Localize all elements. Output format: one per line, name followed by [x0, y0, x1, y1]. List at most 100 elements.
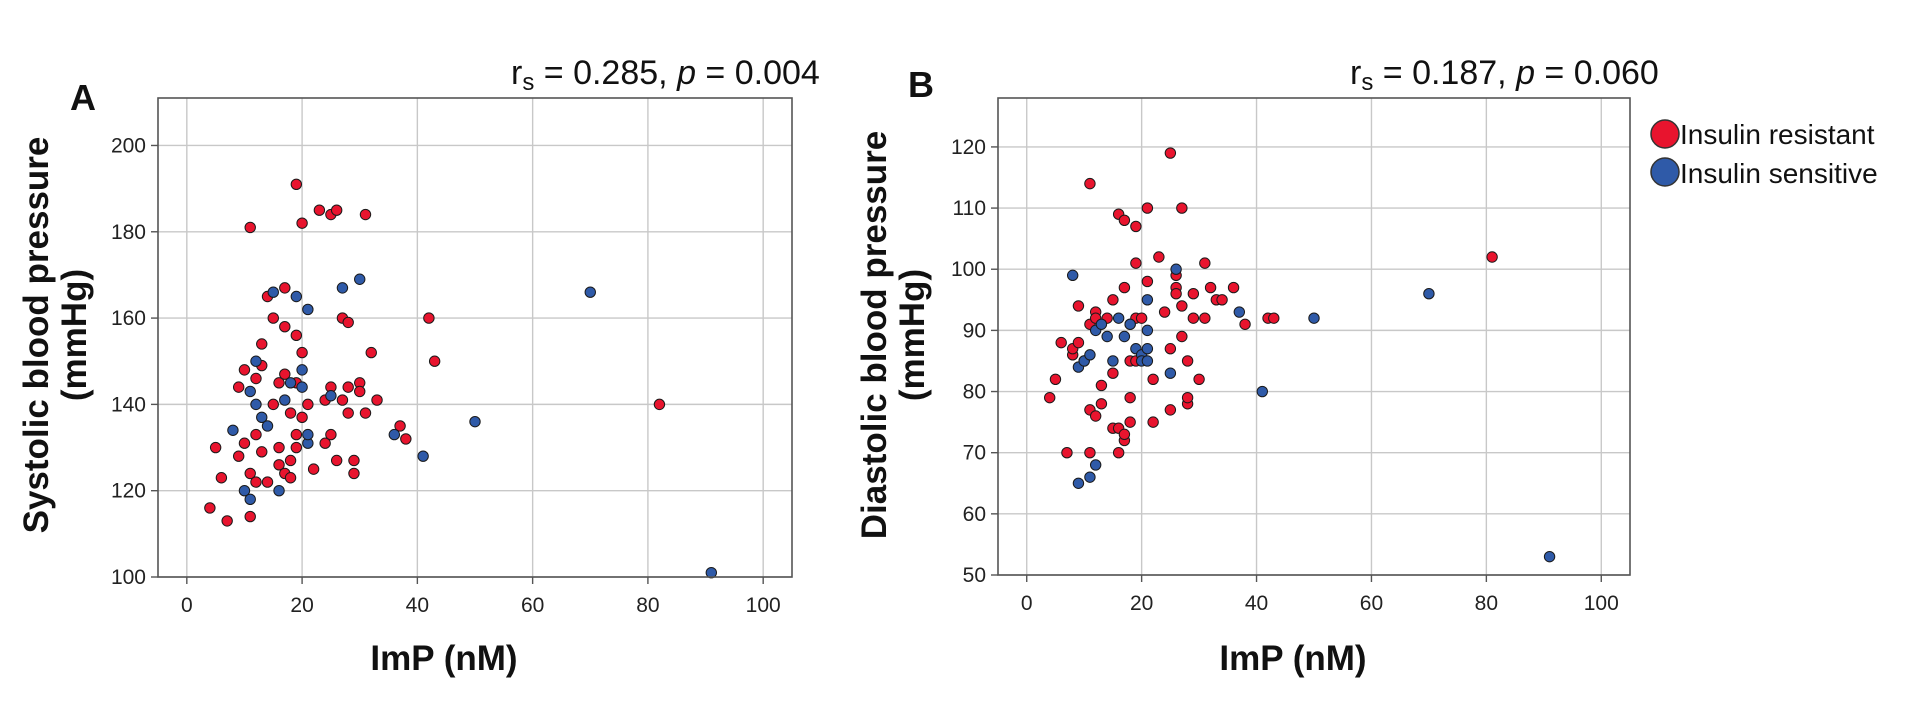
panel-a: 0 20 40 60 80 100 100 120 140 160 180 200 A rs = 0… — [17, 54, 820, 678]
x-tick-label: 80 — [636, 594, 659, 617]
y-axis-label-b-line2: (mmHg) — [893, 269, 932, 401]
grid-b — [998, 98, 1630, 576]
data-point-insulin-sensitive — [284, 377, 297, 389]
data-point-insulin-sensitive — [1543, 550, 1556, 563]
data-point-insulin-resistant — [279, 282, 291, 294]
legend: Insulin resistant Insulin sensitive — [1650, 119, 1878, 189]
data-point-insulin-resistant — [244, 510, 256, 523]
y-tick-label: 110 — [953, 197, 986, 220]
data-point-insulin-resistant — [330, 204, 343, 216]
data-point-insulin-sensitive — [296, 381, 308, 393]
panel-b: 0 20 40 60 80 100 50 60 70 80 90 100 110 120 B rs = … — [855, 54, 1659, 678]
data-point-insulin-resistant — [284, 407, 297, 419]
data-point-insulin-resistant — [365, 346, 377, 359]
data-point-insulin-sensitive — [296, 364, 308, 376]
data-point-insulin-sensitive — [250, 355, 262, 367]
x-axis-label-b: ImP (nM) — [1219, 639, 1366, 678]
data-point-insulin-sensitive — [1118, 330, 1131, 343]
data-point-insulin-resistant — [1095, 379, 1108, 392]
data-point-insulin-resistant — [1107, 367, 1119, 379]
data-point-insulin-resistant — [1239, 318, 1251, 330]
data-point-insulin-resistant — [423, 312, 435, 324]
data-point-insulin-resistant — [1181, 355, 1194, 367]
data-point-insulin-resistant — [1181, 391, 1194, 404]
y-tick-label: 200 — [111, 134, 146, 157]
data-point-insulin-resistant — [371, 394, 383, 406]
data-point-insulin-sensitive — [1233, 306, 1246, 318]
x-ticks-b: 0 20 40 60 80 100 — [1021, 575, 1619, 615]
data-point-insulin-resistant — [359, 208, 372, 221]
data-point-insulin-resistant — [319, 437, 331, 449]
data-point-insulin-resistant — [209, 441, 222, 454]
data-point-insulin-resistant — [250, 372, 262, 385]
data-point-insulin-resistant — [1118, 214, 1131, 227]
data-point-insulin-resistant — [1187, 312, 1200, 324]
plot-frame-b — [997, 97, 1631, 576]
y-axis-label-a-line2: (mmHg) — [55, 269, 94, 401]
y-axis-label-b-line1: Diastolic blood pressure — [855, 131, 894, 539]
data-point-insulin-resistant — [1112, 446, 1125, 459]
data-point-insulin-resistant — [302, 398, 314, 411]
data-point-insulin-sensitive — [250, 398, 262, 411]
points-b — [1044, 147, 1556, 563]
data-point-insulin-sensitive — [261, 420, 274, 432]
stat-r-value-a: = 0.285, — [534, 54, 677, 92]
stat-p-label-a: p — [676, 54, 696, 92]
y-tick-label: 180 — [111, 221, 146, 244]
data-point-insulin-resistant — [1176, 300, 1188, 312]
data-point-insulin-sensitive — [1141, 324, 1154, 337]
data-point-insulin-resistant — [1193, 373, 1205, 386]
data-point-insulin-resistant — [1199, 257, 1211, 269]
data-point-insulin-resistant — [1199, 312, 1211, 324]
data-point-insulin-sensitive — [1308, 312, 1320, 324]
data-point-insulin-resistant — [296, 411, 308, 424]
data-point-insulin-resistant — [1118, 428, 1131, 441]
data-point-insulin-resistant — [1124, 416, 1136, 428]
data-point-insulin-resistant — [1124, 391, 1136, 404]
data-point-insulin-resistant — [354, 385, 366, 398]
y-tick-label: 140 — [111, 393, 146, 416]
x-tick-label: 60 — [1360, 592, 1383, 615]
data-point-insulin-sensitive — [273, 484, 285, 497]
data-point-insulin-resistant — [1072, 300, 1085, 312]
data-point-insulin-resistant — [296, 217, 308, 229]
data-point-insulin-sensitive — [279, 394, 291, 406]
stat-r-subscript-b: s — [1361, 69, 1373, 96]
y-tick-label: 70 — [963, 442, 986, 465]
data-point-insulin-sensitive — [705, 566, 718, 579]
data-point-insulin-sensitive — [290, 290, 303, 303]
y-tick-label: 120 — [111, 480, 146, 503]
data-point-insulin-resistant — [1147, 373, 1159, 386]
data-point-insulin-resistant — [1153, 251, 1165, 263]
data-point-insulin-resistant — [244, 221, 256, 234]
data-point-insulin-sensitive — [1072, 477, 1085, 489]
data-point-insulin-resistant — [307, 463, 320, 475]
legend-label-insulin-resistant: Insulin resistant — [1680, 119, 1875, 150]
stat-annotation-a: rs = 0.285, p = 0.004 — [511, 54, 820, 96]
data-point-insulin-resistant — [313, 204, 326, 216]
x-tick-label: 100 — [1584, 592, 1619, 615]
data-point-insulin-resistant — [1204, 281, 1217, 294]
data-point-insulin-sensitive — [584, 286, 596, 298]
stat-annotation-b: rs = 0.187, p = 0.060 — [1350, 54, 1659, 96]
x-tick-label: 0 — [181, 594, 193, 617]
data-point-insulin-resistant — [273, 459, 285, 471]
data-point-insulin-resistant — [1044, 391, 1056, 404]
data-point-insulin-resistant — [250, 476, 262, 488]
data-point-insulin-resistant — [653, 398, 666, 411]
data-point-insulin-resistant — [1061, 446, 1073, 459]
data-point-insulin-sensitive — [1170, 263, 1182, 275]
data-point-insulin-resistant — [1130, 220, 1142, 233]
y-ticks-a: 100 120 140 160 180 200 — [111, 134, 158, 589]
data-point-insulin-resistant — [342, 316, 354, 329]
x-tick-label: 40 — [1245, 592, 1268, 615]
stat-r-symbol-b: r — [1350, 54, 1361, 92]
y-tick-label: 100 — [951, 258, 986, 281]
data-point-insulin-resistant — [1141, 202, 1154, 214]
data-point-insulin-resistant — [296, 346, 308, 359]
data-point-insulin-sensitive — [1095, 318, 1108, 330]
data-point-insulin-resistant — [267, 398, 279, 411]
data-point-insulin-sensitive — [1141, 294, 1154, 306]
data-point-insulin-sensitive — [1141, 343, 1154, 355]
x-axis-label-a: ImP (nM) — [370, 639, 517, 678]
